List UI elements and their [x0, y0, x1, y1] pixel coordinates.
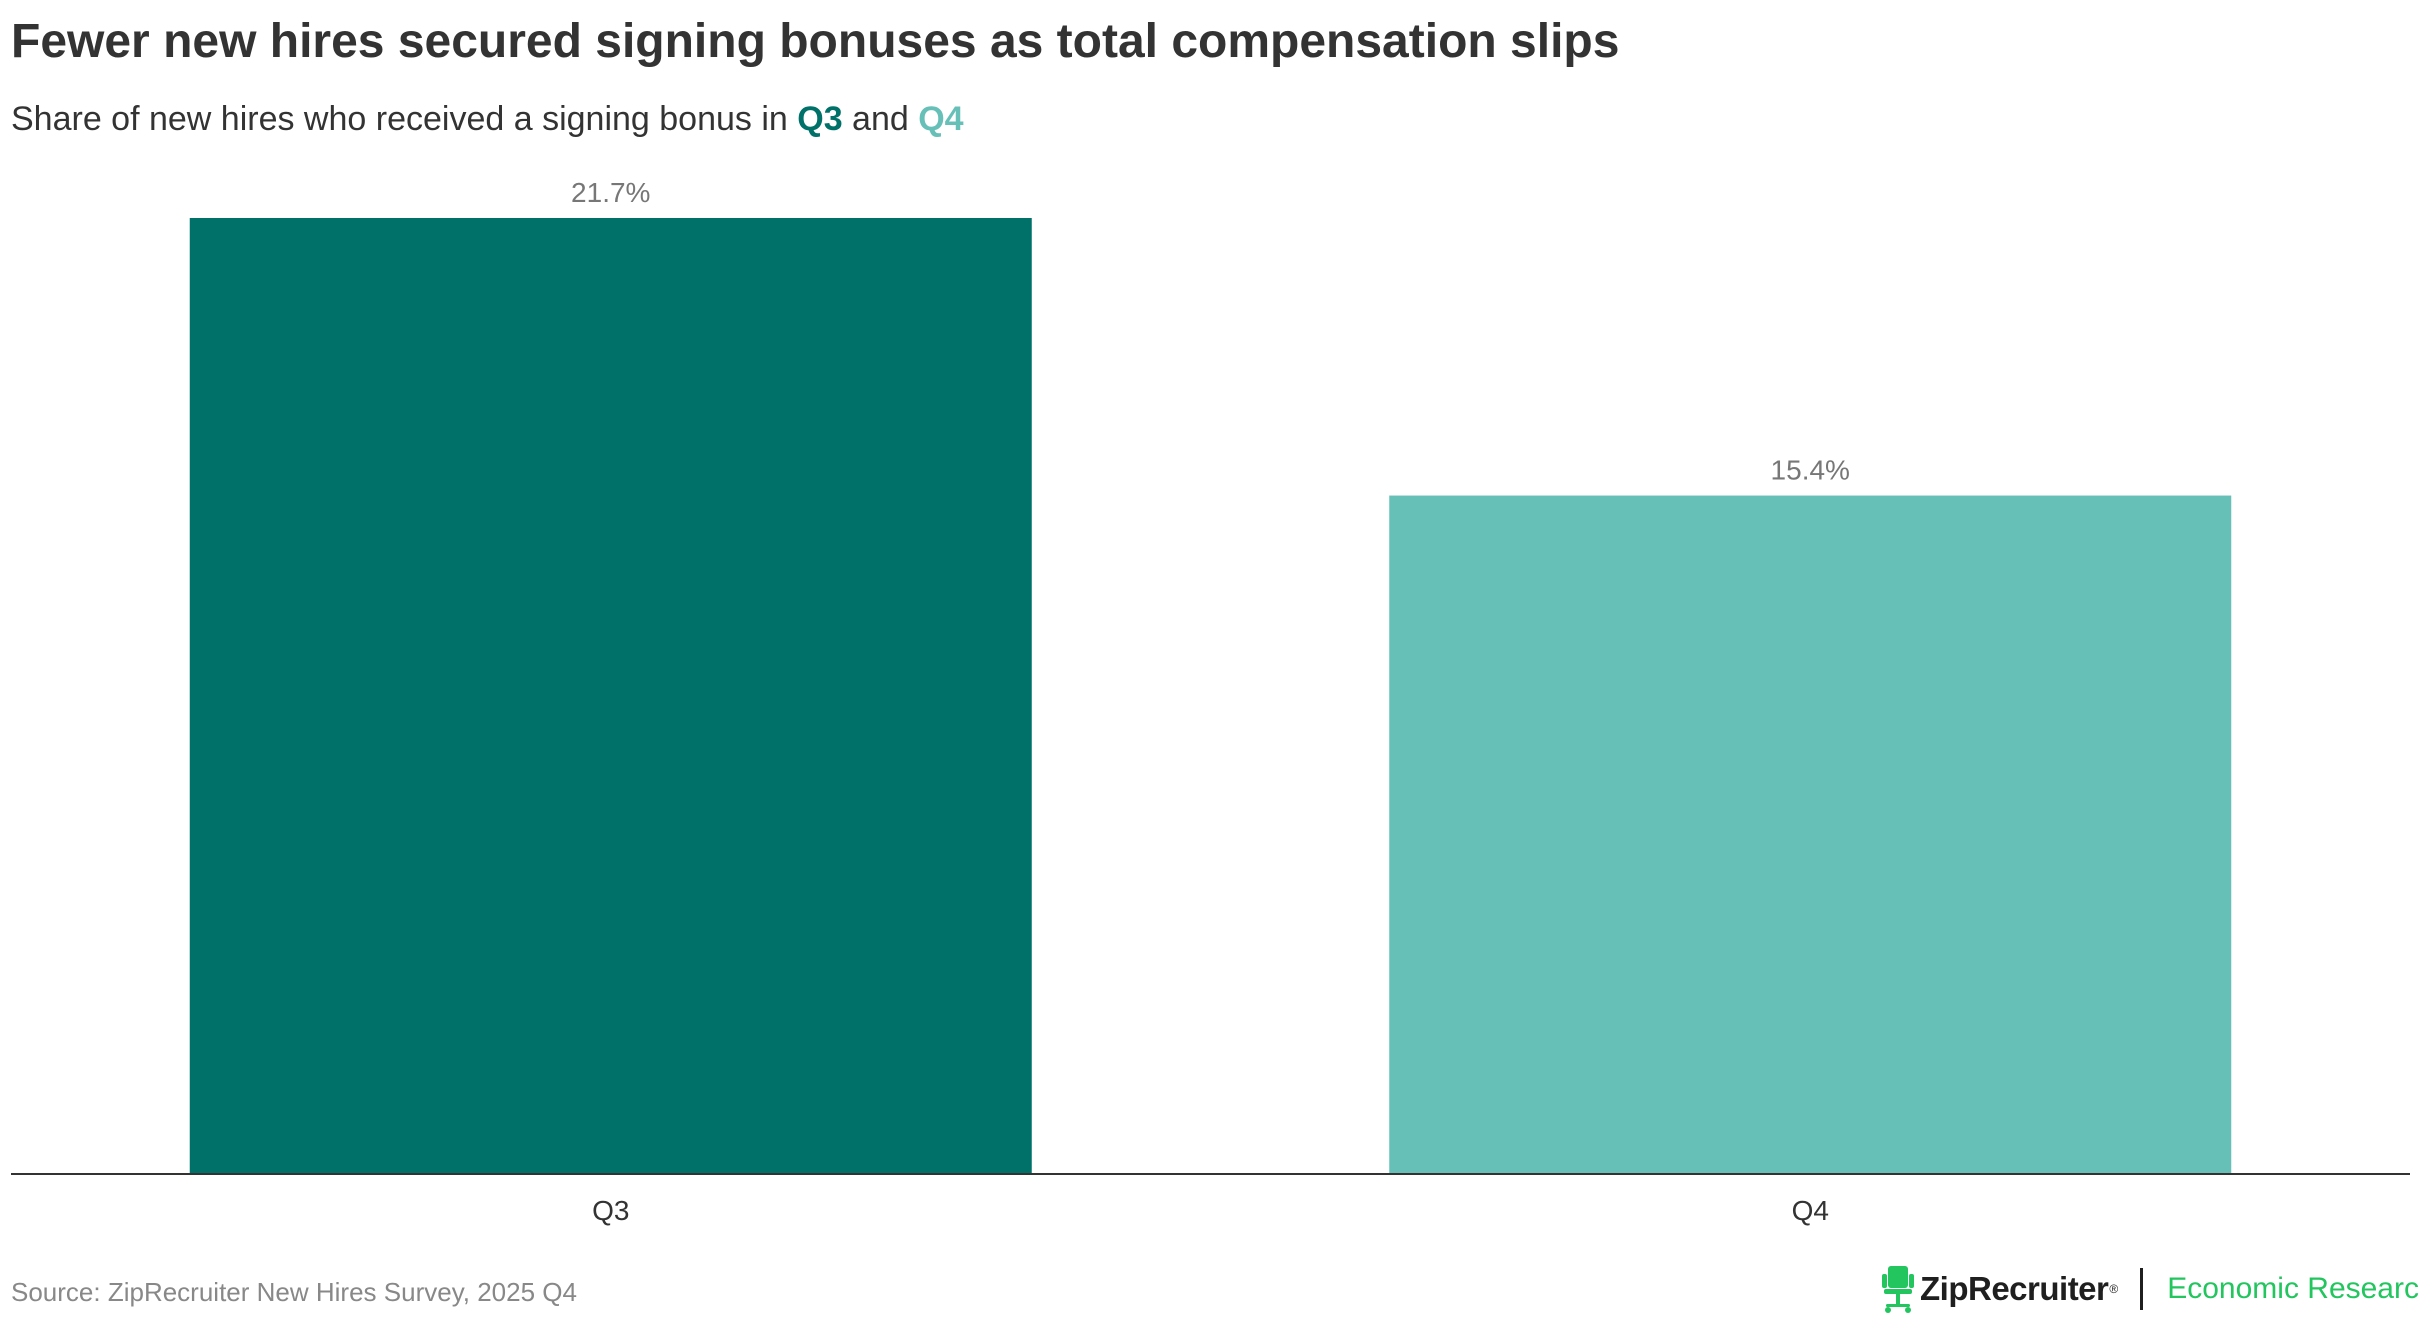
- subtitle-and: and: [842, 100, 919, 138]
- bar-q4: [1389, 495, 2232, 1174]
- ziprecruiter-logo: ZipRecruiter ® Economic Research: [1880, 1264, 2420, 1314]
- subtitle-prefix: Share of new hires who received a signin…: [11, 100, 798, 138]
- chart-subtitle: Share of new hires who received a signin…: [11, 100, 964, 139]
- bars: [189, 218, 2232, 1174]
- logo-divider: [2140, 1268, 2144, 1310]
- tick-label-q4: Q4: [1792, 1195, 1829, 1226]
- value-label-q3: 21.7%: [571, 177, 650, 208]
- logo-wordmark: ZipRecruiter: [1920, 1270, 2109, 1307]
- value-label-q4: 15.4%: [1771, 455, 1850, 486]
- economic-research-label: Economic Research: [2167, 1272, 2420, 1305]
- value-labels: 21.7% 15.4%: [571, 177, 1850, 486]
- logo-trademark: ®: [2109, 1282, 2119, 1296]
- chart-title: Fewer new hires secured signing bonuses …: [11, 15, 1620, 68]
- bar-q3: [189, 218, 1032, 1174]
- source-note: Source: ZipRecruiter New Hires Survey, 2…: [11, 1277, 577, 1307]
- x-axis-tick-labels: Q3 Q4: [592, 1195, 1829, 1226]
- subtitle-q4-highlight: Q4: [918, 100, 964, 138]
- tick-label-q3: Q3: [592, 1195, 629, 1226]
- chair-icon: [1882, 1266, 1914, 1313]
- subtitle-q3-highlight: Q3: [797, 100, 843, 138]
